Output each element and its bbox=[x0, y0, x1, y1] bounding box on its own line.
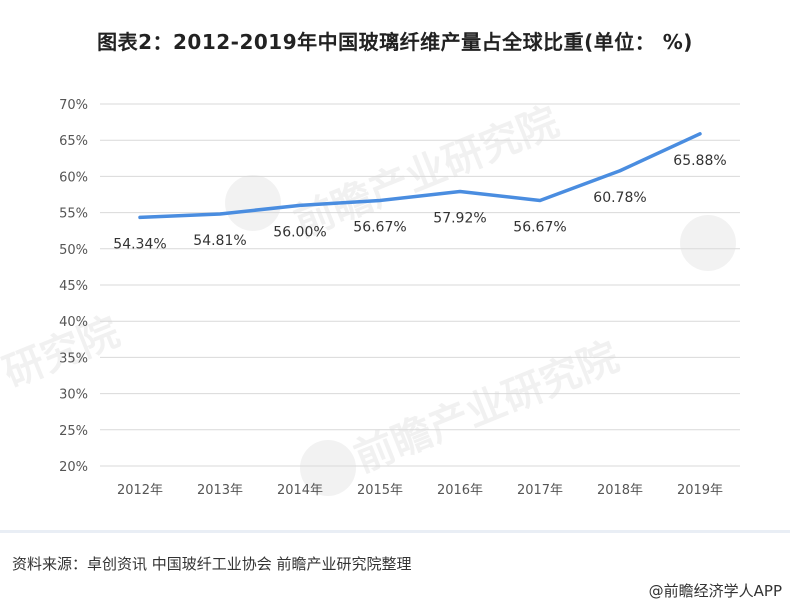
y-tick-label: 65% bbox=[59, 134, 88, 149]
data-point bbox=[218, 212, 222, 216]
x-tick-label: 2019年 bbox=[677, 483, 723, 498]
data-point bbox=[298, 203, 302, 207]
data-label: 54.81% bbox=[193, 233, 246, 249]
data-label: 54.34% bbox=[113, 236, 166, 252]
y-tick-label: 55% bbox=[59, 207, 88, 222]
data-point bbox=[618, 169, 622, 173]
y-tick-label: 20% bbox=[59, 460, 88, 475]
x-tick-label: 2012年 bbox=[117, 483, 163, 498]
data-label: 56.00% bbox=[273, 224, 326, 240]
data-point bbox=[458, 189, 462, 193]
series-line bbox=[138, 132, 702, 220]
y-tick-label: 70% bbox=[59, 98, 88, 113]
y-tick-label: 45% bbox=[59, 279, 88, 294]
footer-divider bbox=[0, 530, 790, 533]
y-tick-label: 35% bbox=[59, 351, 88, 366]
x-tick-label: 2018年 bbox=[597, 483, 643, 498]
data-label: 57.92% bbox=[433, 210, 486, 226]
brand-credit: @前瞻经济学人APP bbox=[648, 582, 782, 600]
y-tick-label: 60% bbox=[59, 170, 88, 185]
data-point bbox=[378, 199, 382, 203]
data-label: 56.67% bbox=[513, 220, 566, 236]
x-tick-label: 2014年 bbox=[277, 483, 323, 498]
x-tick-label: 2013年 bbox=[197, 483, 243, 498]
chart-title: 图表2：2012-2019年中国玻璃纤维产量占全球比重(单位： %) bbox=[97, 30, 693, 54]
y-tick-label: 50% bbox=[59, 243, 88, 258]
x-tick-label: 2015年 bbox=[357, 483, 403, 498]
x-tick-label: 2016年 bbox=[437, 483, 483, 498]
y-tick-label: 40% bbox=[59, 315, 88, 330]
data-label: 65.88% bbox=[673, 153, 726, 169]
data-label: 60.78% bbox=[593, 190, 646, 206]
y-tick-label: 30% bbox=[59, 388, 88, 403]
data-point bbox=[138, 215, 142, 219]
data-label: 56.67% bbox=[353, 220, 406, 236]
data-point bbox=[698, 132, 702, 136]
line-chart: 20% 25% 30% 35% 40% 45% 50% 55% 60% 65% 70% 2012年 20… bbox=[59, 98, 740, 498]
y-tick-label: 25% bbox=[59, 424, 88, 439]
data-point bbox=[538, 199, 542, 203]
source-note: 资料来源：卓创资讯 中国玻纤工业协会 前瞻产业研究院整理 bbox=[12, 555, 412, 573]
x-tick-label: 2017年 bbox=[517, 483, 563, 498]
